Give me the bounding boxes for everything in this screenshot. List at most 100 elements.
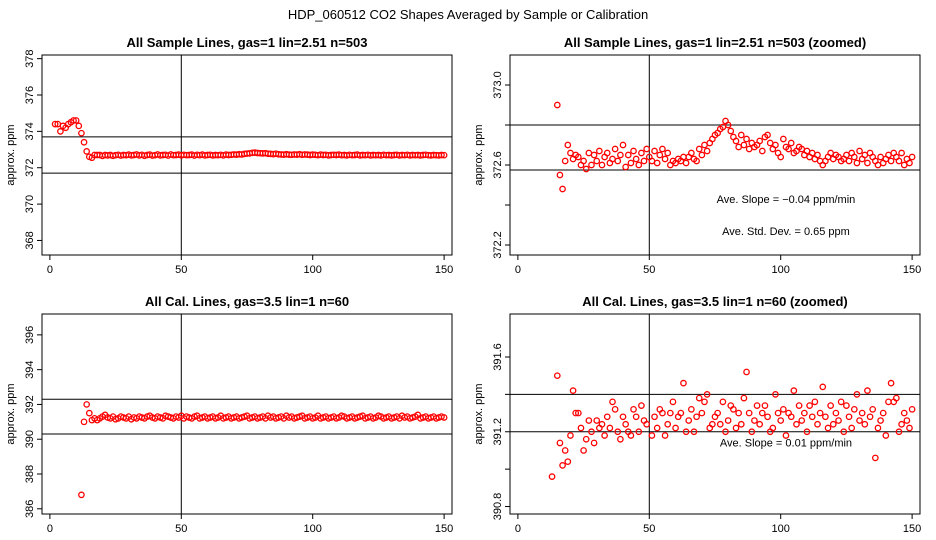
annotation: Ave. Std. Dev. = 0.65 ppm xyxy=(722,226,850,238)
data-point xyxy=(772,141,779,149)
data-point xyxy=(574,409,582,417)
data-point xyxy=(856,417,863,424)
data-point xyxy=(635,161,643,169)
data-point xyxy=(735,409,743,417)
data-point xyxy=(698,151,706,159)
data-point xyxy=(906,424,913,432)
panel-title: All Sample Lines, gas=1 lin=2.51 n=503 xyxy=(127,35,368,50)
data-point xyxy=(582,165,590,173)
data-point xyxy=(580,447,587,454)
data-point xyxy=(685,417,693,424)
data-point xyxy=(837,398,845,406)
x-tick-label: 50 xyxy=(175,264,187,276)
data-point xyxy=(885,151,892,159)
data-point xyxy=(803,147,811,155)
data-point xyxy=(624,151,632,159)
data-point xyxy=(582,435,590,443)
data-point xyxy=(630,147,637,155)
data-point xyxy=(661,155,669,163)
data-point xyxy=(643,145,651,153)
data-point xyxy=(619,413,627,421)
data-point xyxy=(596,147,603,155)
data-point xyxy=(635,428,643,436)
data-point xyxy=(680,153,687,161)
data-point xyxy=(701,398,708,406)
data-point xyxy=(559,185,566,193)
y-tick-label: 372.2 xyxy=(492,231,504,259)
data-point xyxy=(795,402,803,409)
data-point xyxy=(737,131,745,139)
y-tick-label: 370 xyxy=(24,195,36,213)
data-point xyxy=(808,149,816,157)
x-tick-label: 100 xyxy=(304,264,322,276)
data-point xyxy=(819,383,827,391)
x-tick-label: 0 xyxy=(515,264,521,276)
data-point xyxy=(751,417,758,424)
data-point xyxy=(814,151,821,159)
data-point xyxy=(816,409,824,417)
x-tick-label: 150 xyxy=(435,523,453,535)
x-tick-label: 150 xyxy=(903,264,921,276)
data-point xyxy=(617,435,624,443)
data-point xyxy=(895,157,903,165)
data-point xyxy=(748,428,756,436)
data-point xyxy=(811,398,819,406)
data-point xyxy=(567,432,574,439)
data-point xyxy=(758,409,766,417)
data-point xyxy=(627,159,635,167)
data-point xyxy=(772,391,779,398)
data-point xyxy=(824,424,832,432)
data-point xyxy=(874,424,882,432)
x-tick-label: 100 xyxy=(304,523,322,535)
data-point xyxy=(622,420,629,428)
data-point xyxy=(687,405,695,413)
data-point xyxy=(801,409,808,417)
data-point xyxy=(440,151,448,159)
y-tick-label: 374 xyxy=(24,122,36,140)
data-point xyxy=(659,409,666,417)
data-point xyxy=(785,145,792,153)
data-point xyxy=(877,153,884,161)
data-point xyxy=(845,413,853,421)
data-point xyxy=(766,139,774,147)
data-point xyxy=(848,424,856,432)
data-point xyxy=(593,417,601,424)
data-point xyxy=(730,405,737,413)
x-tick-label: 50 xyxy=(643,264,655,276)
data-point xyxy=(601,432,608,439)
data-point xyxy=(648,432,656,439)
data-point xyxy=(57,128,64,135)
data-point xyxy=(567,149,574,157)
data-point xyxy=(659,145,666,153)
data-point xyxy=(698,409,706,417)
data-point xyxy=(777,153,785,161)
data-point xyxy=(598,161,606,169)
data-point xyxy=(609,398,616,406)
data-point xyxy=(843,402,850,409)
data-point xyxy=(853,391,861,398)
data-point xyxy=(656,151,664,159)
data-point xyxy=(703,391,711,398)
data-point xyxy=(745,409,753,417)
data-point xyxy=(756,420,764,428)
data-point xyxy=(903,417,911,424)
data-point xyxy=(887,379,895,387)
data-point xyxy=(885,398,892,406)
data-point xyxy=(80,138,88,146)
data-point xyxy=(764,413,771,421)
data-point xyxy=(898,149,905,157)
y-axis-label: approx. ppm xyxy=(5,124,17,185)
chart-panel: All Sample Lines, gas=1 lin=2.51 n=503 (… xyxy=(473,35,921,276)
data-point xyxy=(864,387,871,394)
data-point xyxy=(764,131,771,139)
data-point xyxy=(661,432,669,439)
data-point xyxy=(690,428,698,436)
x-tick-label: 50 xyxy=(643,523,655,535)
data-point xyxy=(898,420,905,428)
data-point xyxy=(714,409,721,417)
data-point xyxy=(887,157,895,165)
data-point xyxy=(695,394,703,402)
data-point xyxy=(564,141,572,149)
data-point xyxy=(808,413,816,421)
